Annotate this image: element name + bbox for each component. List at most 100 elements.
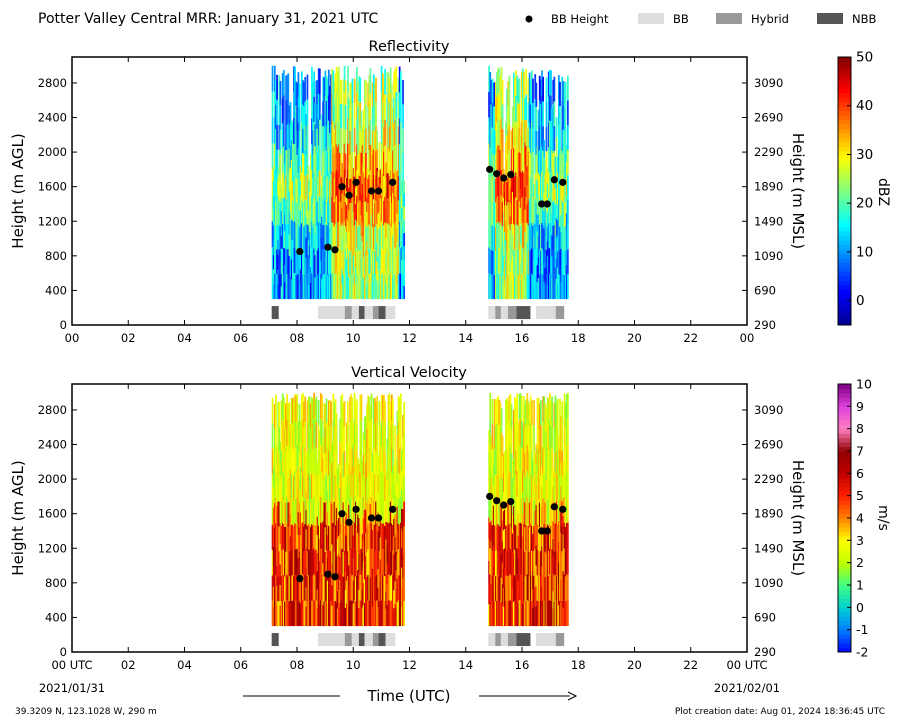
field-cell <box>314 600 317 627</box>
field-cell <box>350 202 353 227</box>
field-cell <box>356 474 358 501</box>
field-cell <box>315 274 318 300</box>
field-cell <box>313 71 316 97</box>
field-cell <box>558 75 560 100</box>
field-cell <box>397 77 400 102</box>
field-cell <box>359 549 362 575</box>
colorbar-cell <box>838 638 851 644</box>
field-cell <box>321 216 323 238</box>
field-cell <box>385 591 388 609</box>
field-cell <box>504 218 506 233</box>
field-cell <box>380 117 383 144</box>
field-cell <box>563 600 566 627</box>
field-cell <box>517 513 520 536</box>
field-cell <box>507 153 510 179</box>
field-cell <box>358 224 361 250</box>
field-cell <box>388 393 391 420</box>
colorbar-cell <box>838 464 851 470</box>
field-cell <box>341 600 344 627</box>
field-cell <box>284 477 286 503</box>
field-cell <box>493 424 496 450</box>
field-cell <box>384 120 386 146</box>
field-cell <box>299 489 302 513</box>
field-cell <box>565 162 568 180</box>
field-cell <box>536 163 539 181</box>
field-cell <box>311 549 313 576</box>
field-cell <box>377 569 380 589</box>
field-cell <box>354 203 357 220</box>
field-cell <box>567 522 569 549</box>
field-cell <box>333 402 336 428</box>
field-cell <box>394 581 397 604</box>
field-cell <box>341 522 344 549</box>
field-cell <box>284 403 286 428</box>
field-cell <box>492 585 495 606</box>
x-tick-label: 06 <box>233 331 248 345</box>
field-cell <box>549 146 551 172</box>
field-cell <box>541 121 543 147</box>
field-cell <box>279 274 282 300</box>
field-cell <box>349 130 352 155</box>
field-cell <box>353 444 356 471</box>
bb-height-point <box>367 514 376 522</box>
field-cell <box>362 604 365 627</box>
field-cell <box>285 452 287 478</box>
field-cell <box>401 259 403 273</box>
bb-height-point <box>367 187 376 195</box>
field-cell <box>501 604 504 627</box>
field-cell <box>394 536 397 560</box>
field-cell <box>540 250 542 275</box>
field-cell <box>540 550 542 576</box>
field-cell <box>552 177 555 202</box>
velocity-bb-type-bar <box>271 633 565 647</box>
field-cell <box>271 423 274 449</box>
field-cell <box>501 274 504 300</box>
field-cell <box>368 473 371 499</box>
field-cell <box>488 221 490 248</box>
field-cell <box>547 223 550 249</box>
field-cell <box>563 130 566 155</box>
field-cell <box>519 226 522 245</box>
field-cell <box>519 419 522 445</box>
field-cell <box>327 95 330 121</box>
field-cell <box>492 565 495 586</box>
field-cell <box>561 601 564 627</box>
field-cell <box>531 222 533 249</box>
bb-height-point <box>296 574 304 583</box>
field-cell <box>360 548 363 575</box>
field-cell <box>315 129 318 154</box>
field-cell <box>526 548 529 575</box>
field-cell <box>552 521 555 539</box>
field-cell <box>305 568 308 588</box>
field-cell <box>389 501 392 527</box>
field-cell <box>291 600 294 627</box>
field-cell <box>565 247 568 265</box>
colorbar-cell <box>838 70 851 76</box>
field-cell <box>524 231 526 255</box>
field-cell <box>523 198 525 224</box>
field-cell <box>567 600 569 627</box>
field-cell <box>285 75 287 101</box>
field-cell <box>379 559 382 582</box>
field-cell <box>393 572 395 591</box>
field-cell <box>284 427 286 453</box>
field-cell <box>305 490 308 510</box>
field-cell <box>362 130 365 152</box>
field-cell <box>550 500 552 526</box>
field-cell <box>397 274 400 300</box>
colorbar-cell <box>838 195 851 201</box>
field-cell <box>538 477 541 503</box>
legend-bb-height-label: BB Height <box>551 12 609 26</box>
field-cell <box>324 172 327 198</box>
field-cell <box>289 491 292 515</box>
field-cell <box>325 125 328 151</box>
field-cell <box>401 246 403 260</box>
field-cell <box>339 79 341 105</box>
field-cell <box>357 202 359 227</box>
field-cell <box>281 574 284 601</box>
colorbar-cell <box>838 262 851 268</box>
field-cell <box>280 601 283 627</box>
field-cell <box>515 222 517 249</box>
field-cell <box>345 445 348 468</box>
field-cell <box>281 198 284 224</box>
